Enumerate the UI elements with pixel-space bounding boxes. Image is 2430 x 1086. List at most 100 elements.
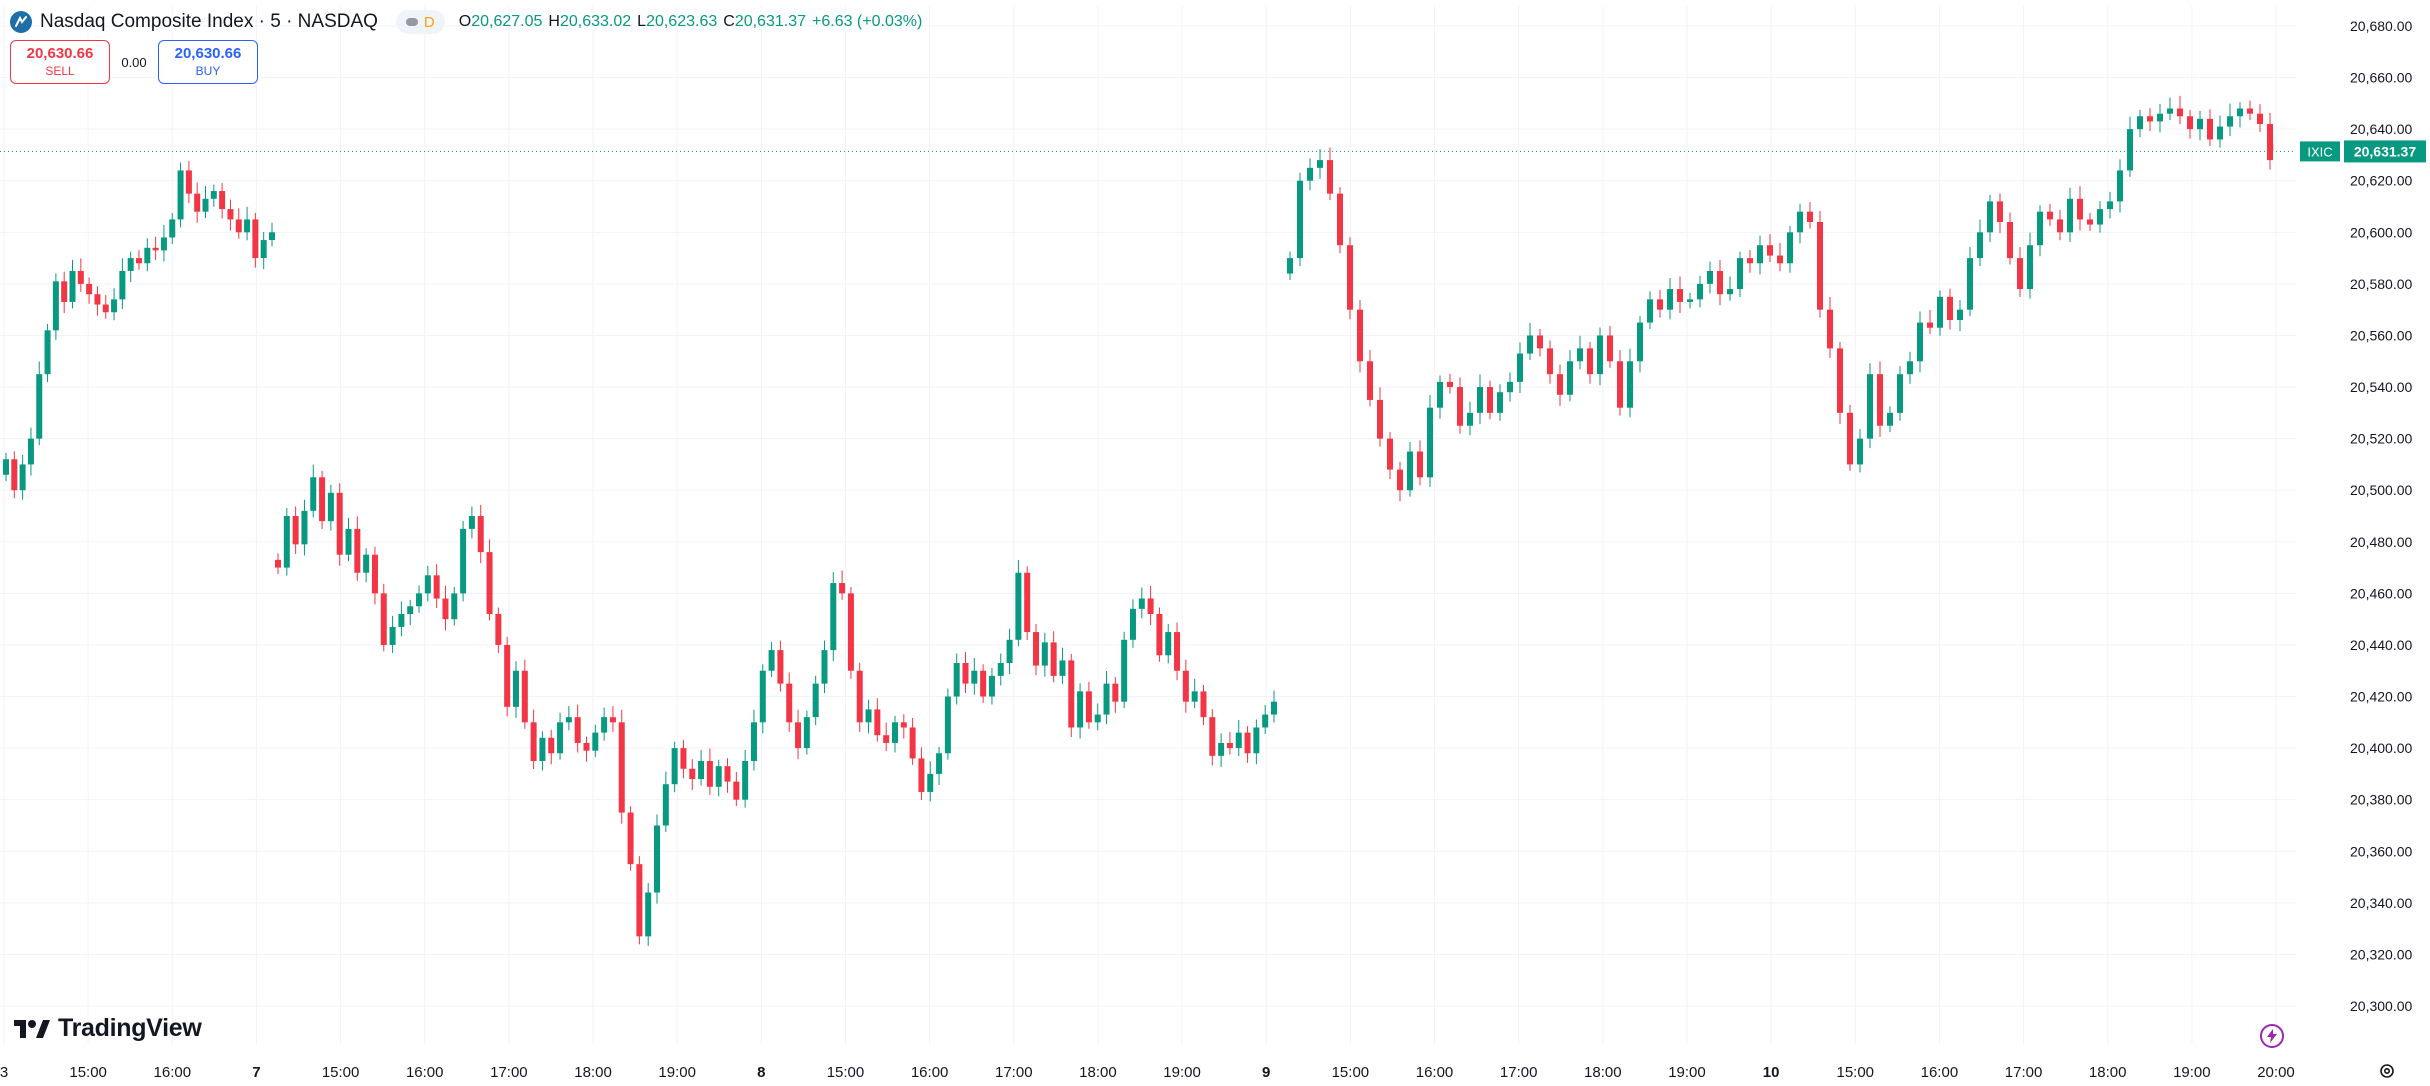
candle-body [433,575,440,599]
candle-body [1837,348,1843,413]
candle-down [1547,340,1553,384]
lightning-bolt-icon[interactable] [2260,1024,2284,1048]
tradingview-logo-text: TradingView [58,1014,202,1042]
candle-body [1897,374,1903,413]
candle-down [530,709,537,769]
candle-body [1307,167,1313,181]
candle-up [927,761,934,802]
candle-body [1747,258,1753,264]
candle-up [1427,395,1433,487]
candle-body [2077,198,2083,220]
candle-up [2137,109,2143,138]
candle-body [194,193,201,212]
candle-body [327,492,334,522]
candle-body [1567,361,1573,395]
candle-down [194,182,201,223]
candle-up [19,454,26,500]
candle-body [460,528,467,594]
candle-down [795,709,802,760]
candle-body [891,722,898,743]
candle-body [592,732,599,751]
candle-body [900,722,907,728]
candle-body [2227,116,2233,127]
tradingview-logo[interactable]: TradingView [14,1014,202,1043]
change-value: +6.63 (+0.03%) [812,13,923,30]
candle-body [2237,108,2243,117]
candle-body [442,598,449,620]
candle-up [345,517,352,562]
candle-body [371,554,378,594]
candle-body [1271,701,1277,715]
candle-down [786,672,793,732]
candle-up [1077,683,1084,739]
candle-down [2087,212,2093,232]
candle-body [1253,727,1260,754]
candle-body [1033,632,1040,666]
candle-body [539,737,546,761]
gear-icon[interactable] [2378,1062,2396,1080]
candle-body [1997,201,2003,222]
buy-label: BUY [195,64,221,78]
candle-down [724,758,731,793]
candle-body [398,614,405,627]
candle-body [830,583,837,651]
candle-body [1937,296,1943,328]
candle-body [19,464,26,491]
candle-body [1457,387,1463,426]
candle-body [1667,289,1673,310]
candle-body [380,593,387,645]
candle-body [2107,201,2113,210]
candle-down [504,636,511,717]
candle-down [1447,373,1453,394]
open-label: O [458,13,472,30]
spread-value: 0.00 [121,54,147,70]
x-tick-label: 16:00 [911,1064,949,1081]
candle-body [2047,211,2053,220]
candle-body [345,528,352,555]
y-tick-label: 20,540.00 [2350,379,2412,395]
candle-body [177,170,184,220]
candle-down [292,506,299,554]
sell-button[interactable]: 20,630.66 SELL [10,40,110,84]
candle-up [169,212,176,244]
price-axis[interactable]: 20,300.00 20,320.00 20,340.00 20,360.00 20,3… [2350,18,2412,1014]
candle-down [847,586,854,679]
candle-body [11,459,18,491]
candle-down [1397,461,1403,502]
candle-down [380,583,387,652]
candle-body [2270,143,2274,152]
candle-body [363,554,370,573]
y-tick-label: 20,320.00 [2350,946,2412,962]
candle-body [2097,209,2103,225]
candle-body [1757,245,1763,264]
candle-up [1567,350,1573,402]
candle-down [2270,137,2274,158]
candle-up [2227,103,2233,137]
candle-up [1787,225,1793,273]
nasdaq-logo-icon[interactable] [10,11,32,33]
candle-down [2267,112,2273,170]
candle-down [486,539,493,621]
candle-body [1367,361,1373,400]
candle-up [1797,203,1803,244]
candle-down [618,709,625,824]
candle-body [2207,118,2213,140]
candle-down [1947,288,1953,330]
time-axis[interactable]: 3 15:00 16:00 7 15:00 16:00 17:00 18:00 19:00 8 15… [0,1064,2295,1081]
candle-body [521,670,528,723]
candle-down [1827,297,1833,358]
candle-body [1427,407,1433,478]
candle-body [1627,361,1633,408]
candle-body [1059,660,1066,676]
symbol-title[interactable]: Nasdaq Composite Index · 5 · NASDAQ [40,11,378,32]
candle-body [202,198,209,212]
candle-up [1041,632,1048,677]
buy-button[interactable]: 20,630.66 BUY [158,40,258,84]
candle-body [557,722,564,754]
market-status-badge[interactable]: D [395,10,445,34]
candle-down [1557,364,1563,406]
candle-body [1235,732,1242,749]
candle-up [1191,678,1198,709]
candle-down [11,451,18,499]
